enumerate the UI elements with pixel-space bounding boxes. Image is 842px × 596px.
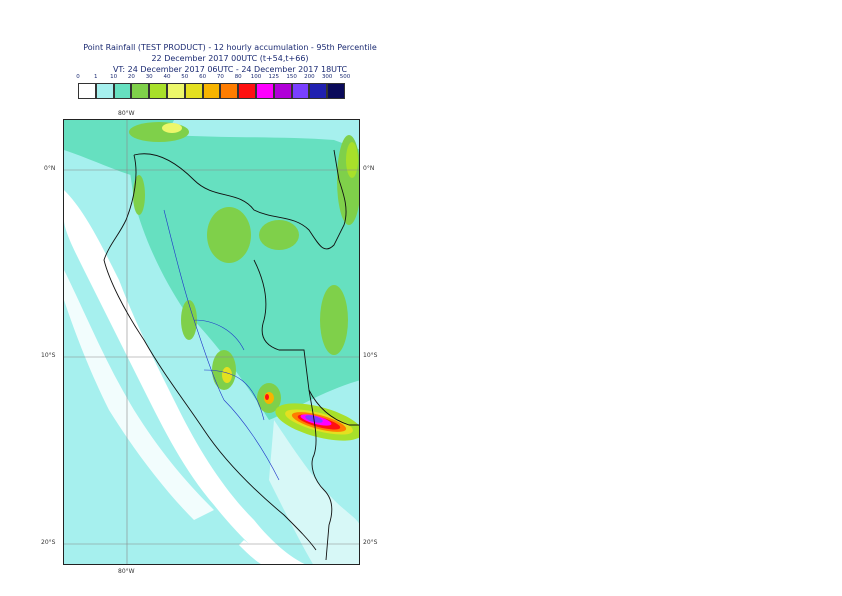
- coastline: [103, 154, 317, 551]
- legend-threshold-label: 500: [339, 74, 351, 80]
- legend-swatch: [131, 83, 150, 99]
- dry-zone-coastal: [64, 190, 305, 564]
- base-time: 22 December 2017 00UTC (t+54,t+66): [151, 54, 309, 63]
- legend-threshold-label: 125: [268, 74, 280, 80]
- legend-threshold-label: 100: [250, 74, 262, 80]
- lon-label-top: 80°W: [118, 110, 135, 117]
- legend-threshold-label: 10: [110, 74, 118, 80]
- legend-swatch: [113, 83, 132, 99]
- ecuador-colombia-border: [133, 149, 347, 250]
- legend-threshold-label: 200: [304, 74, 315, 80]
- rain-80-100mm-i: [265, 394, 269, 400]
- validity-time: VT: 24 December 2017 06UTC - 24 December…: [112, 65, 348, 74]
- legend-swatch: [256, 83, 274, 99]
- dry-zone-south: [239, 540, 284, 564]
- dry-zone-interior: [269, 420, 359, 564]
- lat-label-10-left: 10°S: [41, 352, 56, 359]
- lat-label-0-right: 0°N: [363, 165, 375, 172]
- legend-threshold-label: 30: [145, 74, 153, 80]
- rain-20-30mm-f: [259, 220, 299, 250]
- map-panel: [63, 119, 360, 565]
- admin-boundaries: [163, 209, 280, 481]
- rain-20-30mm-c: [207, 207, 251, 263]
- lat-label-0-left: 0°N: [44, 165, 56, 172]
- legend-threshold-label: 70: [216, 74, 224, 80]
- legend-swatch: [149, 83, 167, 99]
- legend-threshold-label: 60: [199, 74, 207, 80]
- rain-20-30mm-g: [181, 300, 197, 340]
- rain-20-30mm-e: [320, 285, 348, 355]
- rain-20-30mm-b: [133, 175, 145, 215]
- legend-threshold-label: 1: [94, 74, 98, 80]
- rain-10-20mm-north: [124, 130, 359, 420]
- legend-swatch: [273, 83, 292, 99]
- rainfall-map: [64, 120, 359, 564]
- legend-swatch: [327, 83, 345, 99]
- legend-threshold-label: 20: [127, 74, 135, 80]
- rain-50-60mm-h: [222, 367, 232, 383]
- legend-threshold-label: 80: [234, 74, 242, 80]
- legend-threshold-label: 0: [76, 74, 80, 80]
- legend-threshold-label: 40: [163, 74, 171, 80]
- legend-threshold-label: 50: [181, 74, 189, 80]
- rain-30-40mm-d: [346, 142, 358, 178]
- legend-swatch: [291, 83, 310, 99]
- lat-label-20-right: 20°S: [363, 539, 378, 546]
- legend-swatch: [184, 83, 203, 99]
- lat-label-10-right: 10°S: [363, 352, 378, 359]
- legend-threshold-label: 300: [321, 74, 333, 80]
- legend-swatch: [220, 83, 239, 99]
- legend-swatch: [202, 83, 221, 99]
- lat-label-20-left: 20°S: [41, 539, 56, 546]
- legend-swatch: [95, 83, 114, 99]
- lon-label-bottom: 80°W: [118, 568, 135, 575]
- peru-bolivia-border: [308, 389, 333, 561]
- legend-swatch: [309, 83, 328, 99]
- legend-swatch: [167, 83, 185, 99]
- legend-swatch: [238, 83, 256, 99]
- peru-brazil-border: [253, 259, 359, 426]
- dry-zone-offshore: [64, 270, 214, 520]
- map-title: Point Rainfall (TEST PRODUCT) - 12 hourl…: [83, 43, 377, 52]
- legend-threshold-label: 150: [286, 74, 297, 80]
- legend-swatch: [78, 83, 96, 99]
- rain-40-50mm-a: [162, 123, 182, 133]
